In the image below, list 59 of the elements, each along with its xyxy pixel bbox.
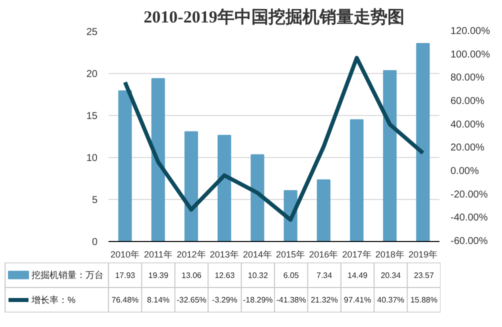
data-label: 97.41%	[344, 296, 372, 304]
bar	[383, 70, 397, 242]
data-label: 8.14%	[146, 296, 170, 304]
y2-tick-label: 40.00%	[450, 119, 485, 130]
data-label: -18.29%	[243, 296, 273, 304]
bar	[250, 154, 264, 242]
data-label: 7.34	[316, 271, 333, 280]
y2-tick-label: 0.00%	[450, 166, 479, 177]
legend-label: 挖掘机销量：万台	[32, 270, 104, 280]
bar	[350, 119, 364, 242]
x-tick-label: 2011年	[144, 250, 172, 260]
x-tick-label: 2019年	[408, 250, 438, 260]
data-label: 19.39	[148, 271, 169, 280]
bar	[416, 43, 430, 242]
bar	[151, 78, 165, 242]
y-tick-label: 5	[92, 195, 98, 206]
data-label: 17.93	[115, 271, 136, 280]
data-label: 23.57	[414, 271, 434, 280]
x-tick-label: 2010年	[110, 250, 140, 260]
y2-tick-label: -60.00%	[450, 236, 488, 247]
y2-tick-label: -20.00%	[450, 189, 488, 200]
data-label: 12.63	[214, 271, 236, 280]
chart-title: 2010-2019年中国挖掘机销量走势图	[144, 8, 404, 26]
data-label: -3.29%	[212, 296, 238, 304]
data-label: 6.05	[283, 271, 300, 280]
data-label: 13.06	[181, 271, 202, 280]
legend-label: 增长率：%	[30, 295, 76, 305]
x-tick-label: 2013年	[210, 250, 239, 260]
data-label: 14.49	[347, 271, 368, 280]
bar	[118, 90, 132, 242]
x-tick-label: 2016年	[309, 250, 338, 260]
bar	[218, 134, 232, 242]
y-tick-label: 25	[86, 27, 98, 38]
line-series	[123, 56, 425, 222]
y-tick-label: 15	[86, 111, 98, 122]
y2-tick-label: 80.00%	[450, 72, 485, 84]
y2-tick-label: 100.00%	[450, 49, 490, 60]
y2-tick-label: 20.00%	[450, 142, 485, 154]
y2-tick-label: 120.00%	[450, 26, 490, 37]
y2-tick-label: 60.00%	[450, 96, 485, 107]
x-tick-label: 2014年	[242, 250, 272, 260]
data-label: -32.65%	[176, 296, 206, 304]
data-label: 15.88%	[410, 296, 438, 304]
data-label: -41.38%	[276, 296, 306, 304]
data-label: 10.32	[248, 271, 268, 280]
y-tick-label: 10	[86, 153, 98, 164]
x-tick-label: 2017年	[342, 250, 372, 260]
y-tick-label: 0	[92, 237, 98, 248]
x-tick-label: 2018年	[375, 250, 404, 260]
data-label: 40.37%	[377, 296, 404, 304]
data-label: 21.32%	[310, 296, 338, 304]
x-tick-label: 2015年	[276, 250, 306, 260]
data-label: 76.48%	[112, 296, 139, 304]
y-tick-label: 20	[86, 69, 98, 80]
data-label: 20.34	[380, 271, 402, 280]
x-tick-label: 2012年	[176, 250, 206, 260]
y2-tick-label: -40.00%	[450, 212, 488, 224]
bar	[184, 131, 198, 242]
bar	[316, 179, 330, 242]
